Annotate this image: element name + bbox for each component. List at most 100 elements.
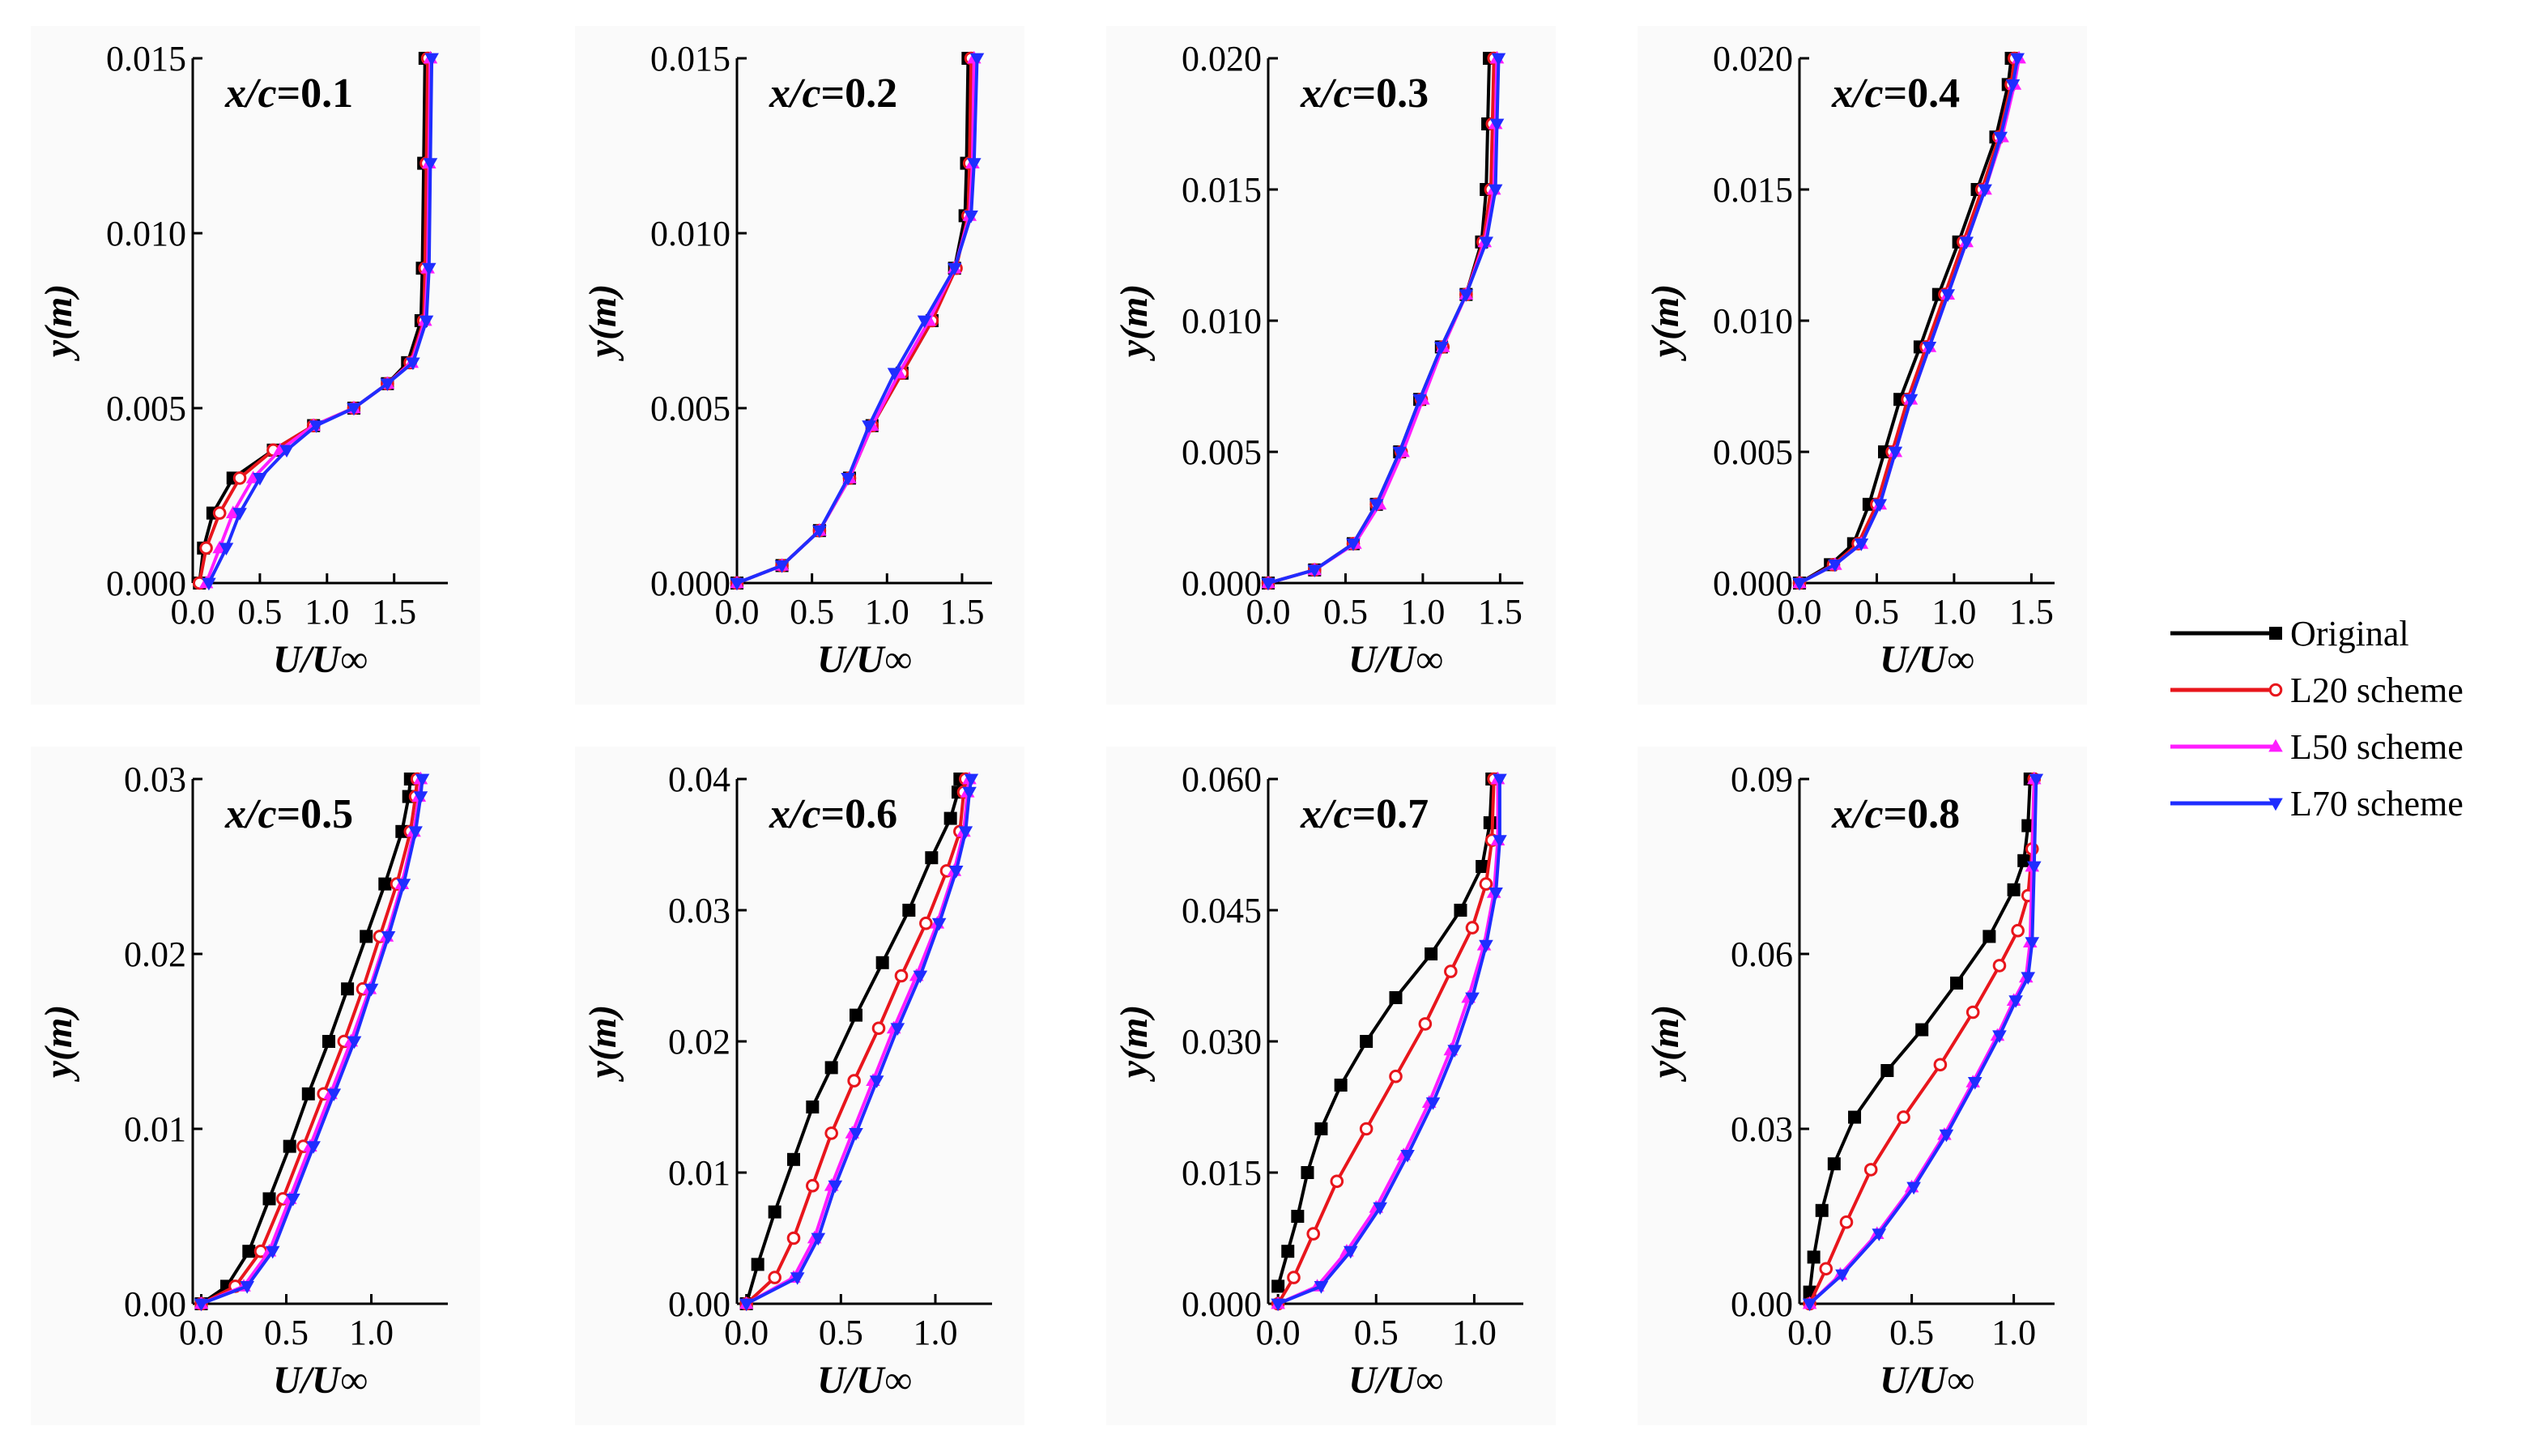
data-point [958,826,973,839]
y-tick-label: 0.01 [668,1153,730,1193]
series-l70-scheme [730,53,985,591]
y-tick-label: 0.000 [1182,1284,1262,1324]
data-point [2005,79,2021,92]
panel-background [1106,747,1556,1425]
series-line [1808,778,2036,1305]
data-point [828,1180,843,1194]
data-point [1903,394,1919,407]
data-point [1835,1269,1850,1283]
x-tick-label: 0.5 [1323,592,1368,632]
chart-panel-6: 0.00 0.01 0.02 0.03 0.04 0.0 0.5 1.0U/U∞ y(m) x/c… [575,747,1024,1425]
y-tick-label: 0.020 [1713,39,1793,79]
data-point [1444,964,1458,978]
panel-background [575,26,1024,705]
data-point [242,1245,256,1258]
chart-panel-5: 0.00 0.01 0.02 0.03 0.0 0.5 1.0 U/U∞ y(m) x/c=0.5 [31,747,480,1425]
x-tick-label: 0.0 [1256,1313,1301,1352]
data-point [2025,937,2040,950]
data-point [1307,564,1322,577]
data-point [2010,53,2025,66]
x-tick-label: 1.5 [1478,592,1523,632]
data-point [1982,930,1996,943]
panel-title-value: =0.8 [1884,791,1961,837]
y-axis-title: y(m) [37,1005,80,1083]
data-point [812,525,827,539]
data-point [1827,1157,1841,1171]
data-point [240,1281,254,1294]
data-point [415,773,430,787]
x-tick-label: 0.5 [1889,1313,1934,1352]
chart-panel-1: 0.000 0.005 0.010 0.015 0.0 0.5 1.0 1.5U/U∞ y(m)… [31,26,480,705]
panel-title-variable: x/c [224,791,277,837]
data-point [1330,1174,1344,1189]
data-point [919,916,933,930]
data-point [232,471,247,485]
data-point [199,541,213,556]
data-point [1967,1077,1982,1090]
data-point [966,158,982,171]
data-point [1400,1150,1415,1163]
data-point [1807,1250,1821,1264]
data-point [309,420,324,433]
panel-title-value: =0.1 [277,70,354,117]
y-tick-label: 0.015 [650,39,730,79]
x-tick-label: 1.0 [305,592,349,632]
panel-title: x/c=0.1 [224,70,353,117]
data-point [1314,1122,1328,1135]
legend-entry-l70-scheme: L70 scheme [2170,784,2464,824]
panel-title-variable: x/c [769,791,821,837]
x-tick-label: 1.0 [914,1313,958,1352]
y-tick-label: 0.02 [124,934,186,974]
data-point [849,1128,863,1141]
data-point [943,811,957,825]
data-point [421,262,437,276]
legend-entry-l50-scheme: L50 scheme [2170,727,2464,767]
y-tick-label: 0.015 [1182,1153,1262,1193]
x-tick-label: 1.0 [1991,1313,2036,1352]
data-point [219,543,234,556]
y-axis-title: y(m) [1644,1005,1687,1083]
data-point [806,1101,820,1113]
data-point [887,368,902,381]
data-point [1488,184,1503,198]
data-point [1287,1271,1301,1284]
data-point [347,1036,362,1049]
data-point [1459,289,1474,302]
y-axis-title: y(m) [1113,1005,1156,1083]
chart-panel-7: 0.000 0.015 0.030 0.045 0.060 0.0 0.5 1.0U/U∞ y(… [1106,747,1556,1425]
data-point [768,1271,781,1284]
series-line [1277,779,1500,1305]
x-tick-label: 0.0 [724,1313,769,1352]
data-point [1872,499,1888,512]
data-point [1993,131,2008,145]
panel-title: x/c=0.2 [769,70,897,117]
series-original [1271,773,1499,1293]
data-point [2007,883,2021,896]
panel-title-value: =0.4 [1884,70,1961,117]
data-point [378,877,392,891]
y-tick-label: 0.010 [650,214,730,253]
y-tick-label: 0.005 [1713,432,1793,472]
data-point [1872,1228,1887,1241]
data-point [262,1192,276,1206]
data-point [419,315,434,329]
data-point [774,560,790,573]
data-point [424,53,439,66]
data-point [811,1232,826,1246]
data-point [2008,995,2023,1008]
data-point [850,1008,862,1022]
x-axis-title: U/U∞ [273,1359,368,1402]
data-point [1334,1079,1348,1092]
data-point [286,1194,300,1207]
data-point [253,473,267,486]
y-tick-label: 0.005 [106,389,186,428]
data-point [917,315,932,329]
y-tick-label: 0.01 [124,1109,186,1149]
panel-background [1106,26,1556,705]
data-point [413,791,428,804]
x-tick-label: 1.5 [939,592,984,632]
data-point [265,1245,280,1259]
x-tick-label: 0.5 [819,1313,863,1352]
x-tick-label: 0.0 [171,592,215,632]
panel-background [1638,26,2087,705]
